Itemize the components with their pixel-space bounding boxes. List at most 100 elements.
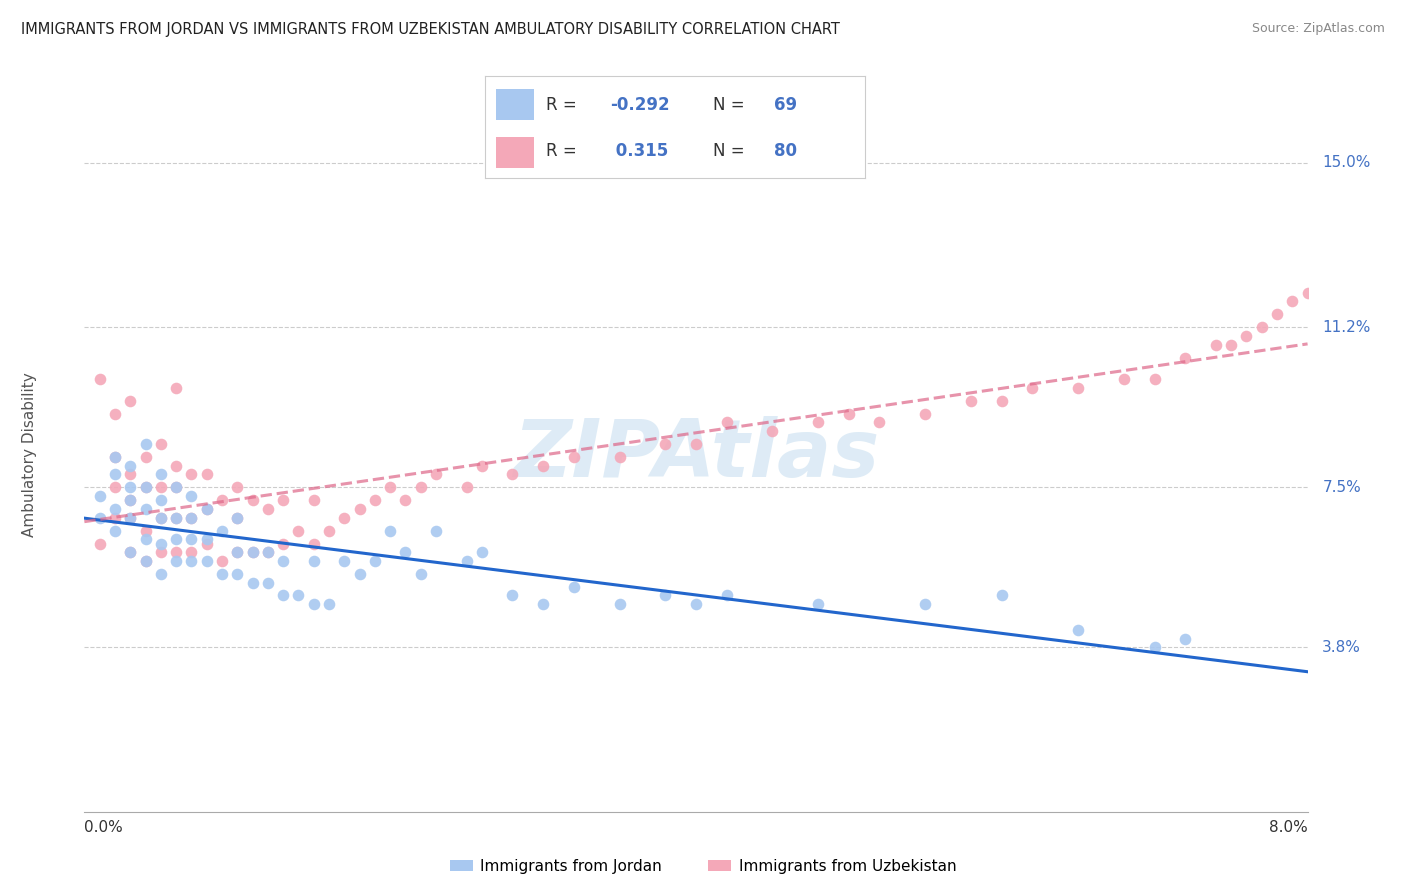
Point bbox=[609, 597, 631, 611]
Point bbox=[685, 597, 707, 611]
Point bbox=[135, 480, 157, 494]
Point bbox=[120, 510, 142, 524]
Point bbox=[364, 554, 387, 568]
Point bbox=[165, 545, 187, 559]
Point bbox=[135, 524, 157, 538]
Text: 0.0%: 0.0% bbox=[84, 821, 124, 835]
Point bbox=[180, 489, 202, 503]
Point bbox=[226, 545, 249, 559]
Point bbox=[1067, 381, 1090, 395]
Point bbox=[135, 554, 157, 568]
Point bbox=[165, 554, 187, 568]
Point bbox=[149, 510, 172, 524]
Point bbox=[135, 533, 157, 547]
Point bbox=[562, 450, 585, 464]
Point bbox=[149, 510, 172, 524]
Point bbox=[1281, 294, 1303, 309]
Point bbox=[89, 489, 111, 503]
Point bbox=[120, 480, 142, 494]
Point bbox=[195, 467, 218, 482]
Point bbox=[120, 493, 142, 508]
Point bbox=[914, 597, 936, 611]
Point bbox=[135, 437, 157, 451]
Text: N =: N = bbox=[713, 95, 744, 113]
Point bbox=[135, 480, 157, 494]
Point bbox=[1021, 381, 1043, 395]
Point bbox=[425, 524, 447, 538]
Point bbox=[409, 480, 432, 494]
Point bbox=[242, 545, 264, 559]
Point bbox=[120, 510, 142, 524]
Text: 15.0%: 15.0% bbox=[1322, 155, 1371, 170]
Point bbox=[211, 524, 233, 538]
Point bbox=[1296, 285, 1319, 300]
Point bbox=[120, 467, 142, 482]
Point bbox=[104, 450, 127, 464]
Point bbox=[195, 502, 218, 516]
Point bbox=[242, 545, 264, 559]
Point bbox=[104, 450, 127, 464]
Text: 7.5%: 7.5% bbox=[1322, 480, 1361, 495]
Point bbox=[1174, 351, 1197, 365]
Point bbox=[685, 437, 707, 451]
Point bbox=[211, 554, 233, 568]
Point bbox=[242, 493, 264, 508]
Point bbox=[120, 458, 142, 473]
Point bbox=[1143, 640, 1166, 655]
Point bbox=[287, 524, 309, 538]
Point bbox=[333, 510, 356, 524]
Legend: Immigrants from Jordan, Immigrants from Uzbekistan: Immigrants from Jordan, Immigrants from … bbox=[444, 853, 962, 880]
Point bbox=[257, 545, 280, 559]
Point bbox=[180, 533, 202, 547]
Point bbox=[349, 566, 371, 581]
Point bbox=[761, 424, 783, 438]
Point bbox=[302, 493, 325, 508]
Text: Ambulatory Disability: Ambulatory Disability bbox=[22, 373, 37, 537]
Point bbox=[456, 554, 478, 568]
Text: Source: ZipAtlas.com: Source: ZipAtlas.com bbox=[1251, 22, 1385, 36]
Point bbox=[104, 524, 127, 538]
Point bbox=[89, 510, 111, 524]
Text: IMMIGRANTS FROM JORDAN VS IMMIGRANTS FROM UZBEKISTAN AMBULATORY DISABILITY CORRE: IMMIGRANTS FROM JORDAN VS IMMIGRANTS FRO… bbox=[21, 22, 839, 37]
Point bbox=[271, 554, 294, 568]
Point bbox=[1143, 372, 1166, 386]
Point bbox=[149, 480, 172, 494]
Point bbox=[501, 589, 523, 603]
Point bbox=[180, 467, 202, 482]
Point bbox=[257, 575, 280, 590]
Point bbox=[271, 493, 294, 508]
Point bbox=[869, 416, 891, 430]
Point bbox=[104, 502, 127, 516]
Point bbox=[226, 566, 249, 581]
Point bbox=[89, 372, 111, 386]
Text: 0.315: 0.315 bbox=[610, 142, 669, 160]
Text: 8.0%: 8.0% bbox=[1268, 821, 1308, 835]
Point bbox=[807, 416, 830, 430]
Point bbox=[195, 502, 218, 516]
Text: 80: 80 bbox=[773, 142, 797, 160]
Point bbox=[425, 467, 447, 482]
Point bbox=[364, 493, 387, 508]
Text: R =: R = bbox=[546, 142, 576, 160]
Point bbox=[149, 493, 172, 508]
Point bbox=[104, 480, 127, 494]
Point bbox=[149, 545, 172, 559]
Point bbox=[211, 493, 233, 508]
Point bbox=[165, 510, 187, 524]
Text: 11.2%: 11.2% bbox=[1322, 320, 1371, 334]
Point bbox=[838, 407, 860, 421]
Point bbox=[914, 407, 936, 421]
Bar bbox=[496, 137, 534, 168]
Point bbox=[1174, 632, 1197, 646]
Point bbox=[1265, 307, 1288, 321]
Point bbox=[120, 393, 142, 408]
Point bbox=[165, 458, 187, 473]
Bar bbox=[496, 89, 534, 120]
Point bbox=[654, 437, 676, 451]
Point bbox=[135, 502, 157, 516]
Point bbox=[471, 545, 494, 559]
Point bbox=[1114, 372, 1136, 386]
Point bbox=[394, 545, 416, 559]
Text: 3.8%: 3.8% bbox=[1322, 640, 1361, 655]
Point bbox=[165, 510, 187, 524]
